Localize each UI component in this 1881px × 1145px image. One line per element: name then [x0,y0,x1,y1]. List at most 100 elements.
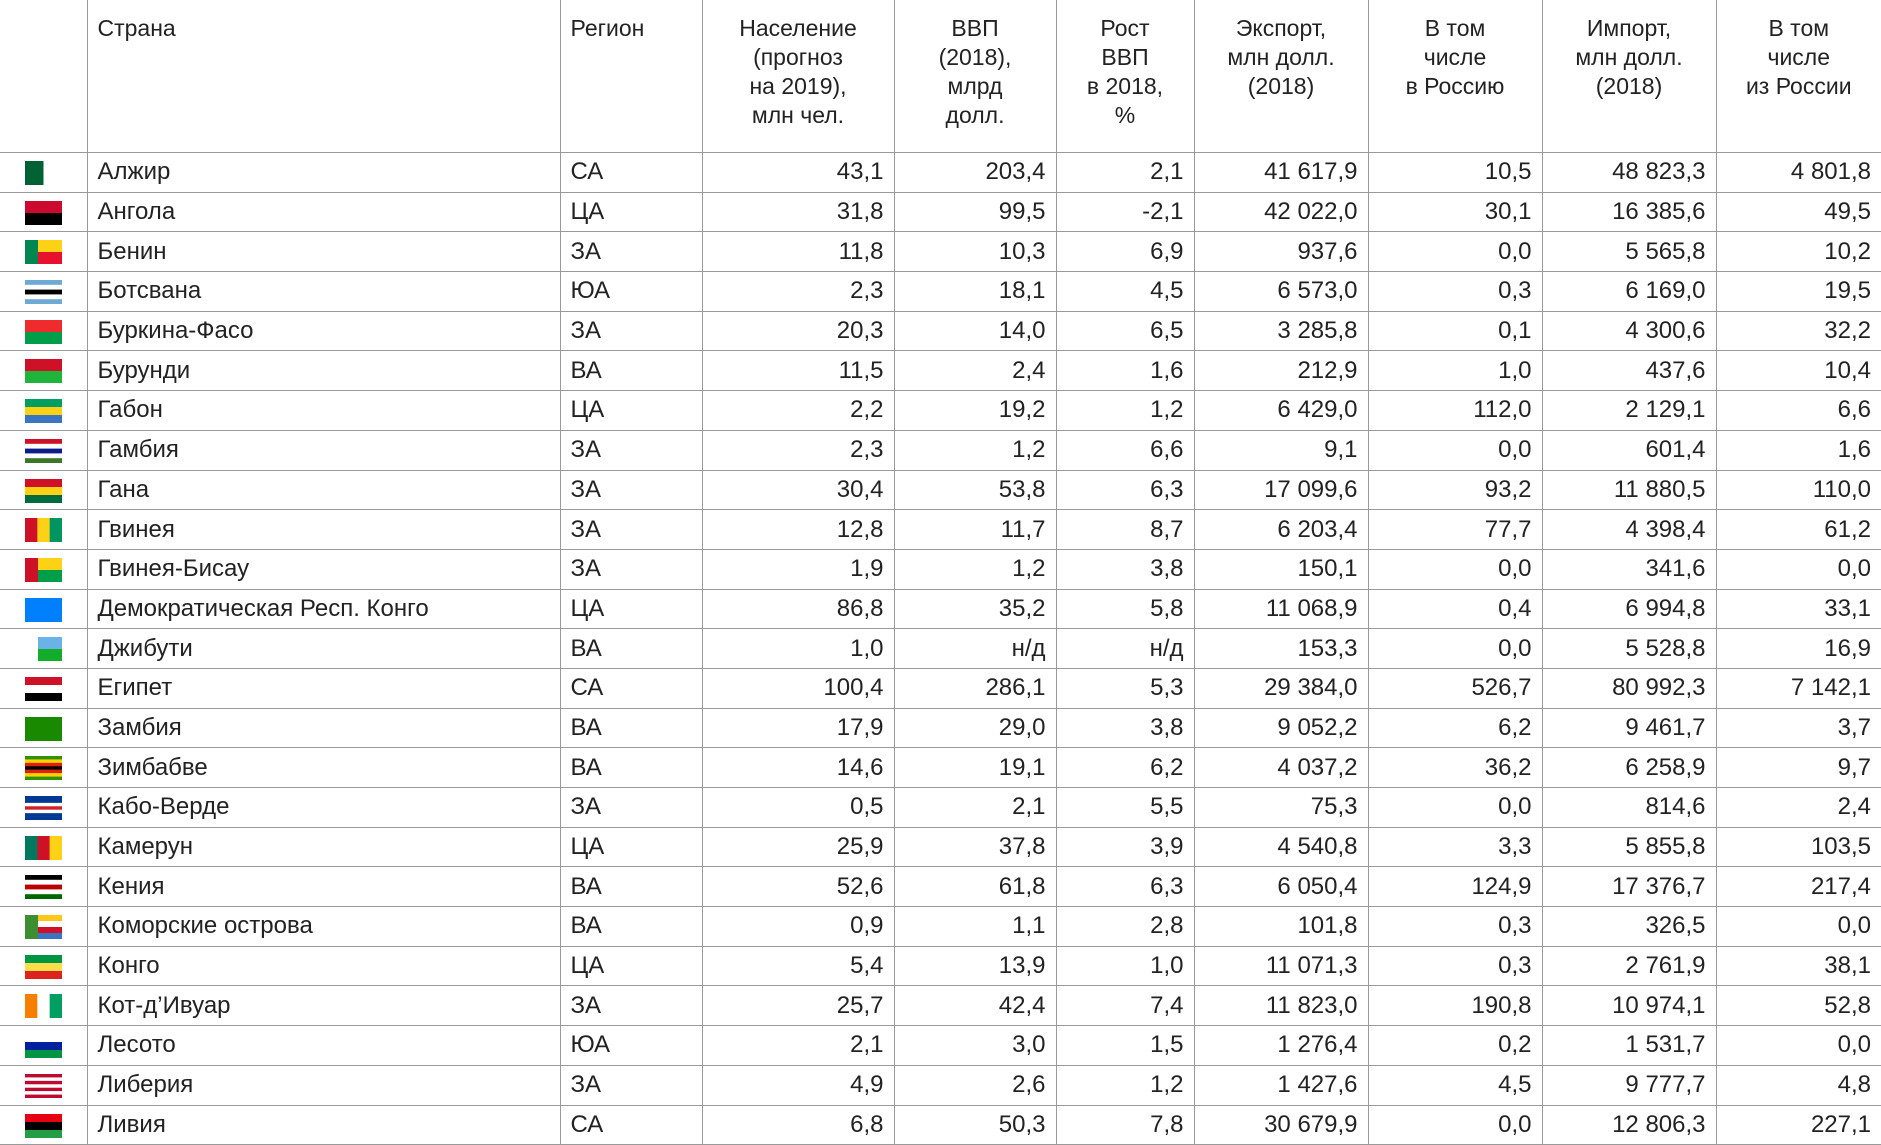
value-cell: 212,9 [1193,350,1369,392]
column-header: В том числе в Россию [1367,0,1543,153]
value-cell: 6 258,9 [1541,747,1717,788]
value-cell: 32,2 [1715,310,1881,352]
flag-cell [0,231,88,273]
value-cell: 6,3 [1055,469,1195,511]
value-cell: 42 022,0 [1193,191,1369,233]
country-cell: Гамбия [86,429,561,471]
flag-icon [24,1073,62,1099]
flag-cell [0,390,88,431]
value-cell: 20,3 [701,310,895,352]
flag-icon [24,756,62,781]
flag-icon [24,200,62,225]
flag-cell [0,628,88,669]
value-cell: 6,2 [1367,707,1543,749]
table-row: Либерия ЗА 4,9 2,6 1,2 1 427,6 4,5 9 777,7 4,8 [0,1064,1881,1106]
value-cell: 2,1 [893,787,1057,828]
flag-cell [0,1025,88,1066]
value-cell: 6,6 [1055,429,1195,471]
value-cell: 10,4 [1715,350,1881,392]
flag-cell [0,509,88,550]
country-cell: Кот-д’Ивуар [86,985,561,1027]
value-cell: 286,1 [893,667,1057,709]
flag-cell [0,350,88,392]
value-cell: 814,6 [1541,787,1717,828]
value-cell: 1 427,6 [1193,1064,1369,1106]
value-cell: н/д [893,628,1057,669]
value-cell: 3,7 [1715,707,1881,749]
value-cell: 3 285,8 [1193,310,1369,352]
value-cell: 2,4 [893,350,1057,392]
table-row: Лесото ЮА 2,1 3,0 1,5 1 276,4 0,2 1 531,7 0,0 [0,1025,1881,1066]
country-cell: Ливия [86,1104,561,1145]
value-cell: 25,7 [701,985,895,1027]
value-cell: 10,3 [893,231,1057,273]
table-row: Коморские острова ВА 0,9 1,1 2,8 101,8 0,3 326,… [0,906,1881,947]
value-cell: 3,3 [1367,826,1543,868]
value-cell: 4,9 [701,1064,895,1106]
value-cell: 1 276,4 [1193,1025,1369,1066]
value-cell: 1,0 [701,628,895,669]
value-cell: 1,2 [1055,1064,1195,1106]
value-cell: 75,3 [1193,787,1369,828]
value-cell: 12 806,3 [1541,1104,1717,1145]
flag-icon [24,1034,62,1059]
flag-icon [24,716,62,741]
value-cell: 2,3 [701,271,895,312]
value-cell: 437,6 [1541,350,1717,392]
table-body: Алжир СА 43,1 203,4 2,1 41 617,9 10,5 48 823,3 4… [0,152,1881,1145]
value-cell: 33,1 [1715,588,1881,630]
value-cell: 30 679,9 [1193,1104,1369,1145]
country-cell: Ботсвана [86,271,561,312]
value-cell: 29 384,0 [1193,667,1369,709]
country-cell: Гана [86,469,561,511]
value-cell: 103,5 [1715,826,1881,868]
table-row: Кабо-Верде ЗА 0,5 2,1 5,5 75,3 0,0 814,6 2,4 [0,787,1881,828]
country-cell: Либерия [86,1064,561,1106]
table-row: Гвинея-Бисау ЗА 1,9 1,2 3,8 150,1 0,0 341,6 0,0 [0,548,1881,590]
region-cell: ВА [559,628,703,669]
column-header: Страна [86,0,561,153]
column-header: Рост ВВП в 2018, % [1055,0,1195,153]
value-cell: 6,3 [1055,866,1195,908]
value-cell: 12,8 [701,509,895,550]
value-cell: 42,4 [893,985,1057,1027]
country-cell: Замбия [86,707,561,749]
value-cell: 30,1 [1367,191,1543,233]
value-cell: 99,5 [893,191,1057,233]
value-cell: 3,9 [1055,826,1195,868]
value-cell: 7,8 [1055,1104,1195,1145]
value-cell: 100,4 [701,667,895,709]
value-cell: 3,0 [893,1025,1057,1066]
value-cell: 6,6 [1715,390,1881,431]
column-header: Регион [559,0,703,153]
flag-cell [0,310,88,352]
value-cell: 526,7 [1367,667,1543,709]
flag-cell [0,826,88,868]
column-header: ВВП (2018), млрд долл. [893,0,1057,153]
flag-cell [0,548,88,590]
value-cell: 1,6 [1715,429,1881,471]
value-cell: 18,1 [893,271,1057,312]
value-cell: 14,6 [701,747,895,788]
region-cell: СА [559,1104,703,1145]
value-cell: 6 573,0 [1193,271,1369,312]
value-cell: 52,6 [701,866,895,908]
country-cell: Зимбабве [86,747,561,788]
value-cell: 1,1 [893,906,1057,947]
region-cell: ЗА [559,548,703,590]
value-cell: 80 992,3 [1541,667,1717,709]
flag-icon [24,438,62,464]
value-cell: 41 617,9 [1193,152,1369,193]
flag-icon [24,637,62,662]
value-cell: 0,3 [1367,271,1543,312]
value-cell: 30,4 [701,469,895,511]
value-cell: 2,3 [701,429,895,471]
country-cell: Лесото [86,1025,561,1066]
value-cell: 190,8 [1367,985,1543,1027]
value-cell: 2 129,1 [1541,390,1717,431]
value-cell: 5,8 [1055,588,1195,630]
country-cell: Камерун [86,826,561,868]
value-cell: 1,9 [701,548,895,590]
table-row: Египет СА 100,4 286,1 5,3 29 384,0 526,7 80 992… [0,667,1881,709]
header-row: Страна Регион Население (прогноз на 2019),… [0,0,1881,153]
